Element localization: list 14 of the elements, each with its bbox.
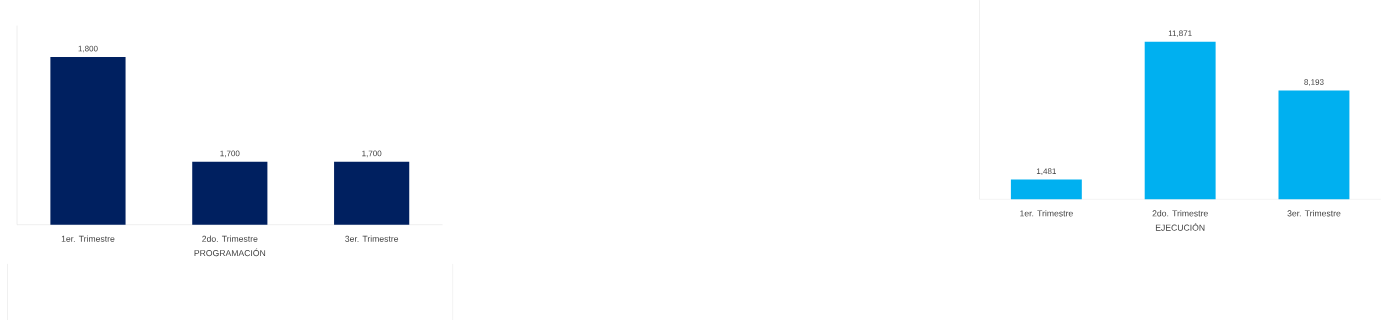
x-tick-label: 3er. Trimestre — [345, 235, 399, 242]
x-axis-title: PROGRAMACIÓN — [194, 248, 266, 257]
x-tick-label: 2do. Trimestre — [1152, 210, 1208, 217]
x-tick-label: 3er. Trimestre — [1287, 210, 1341, 217]
data-label: 1,481 — [1036, 168, 1056, 175]
x-axis-title: EJECUCIÓN — [1155, 223, 1205, 231]
data-label: 1,700 — [220, 150, 240, 158]
data-label: 1,700 — [362, 150, 382, 158]
data-label: 8,193 — [1304, 79, 1324, 86]
x-tick-label: 1er. Trimestre — [61, 235, 115, 242]
data-label: 11,871 — [1168, 30, 1192, 37]
data-label: 1,800 — [78, 45, 98, 53]
x-tick-label: 1er. Trimestre — [1020, 210, 1073, 217]
x-tick-label: 2do. Trimestre — [202, 235, 258, 242]
